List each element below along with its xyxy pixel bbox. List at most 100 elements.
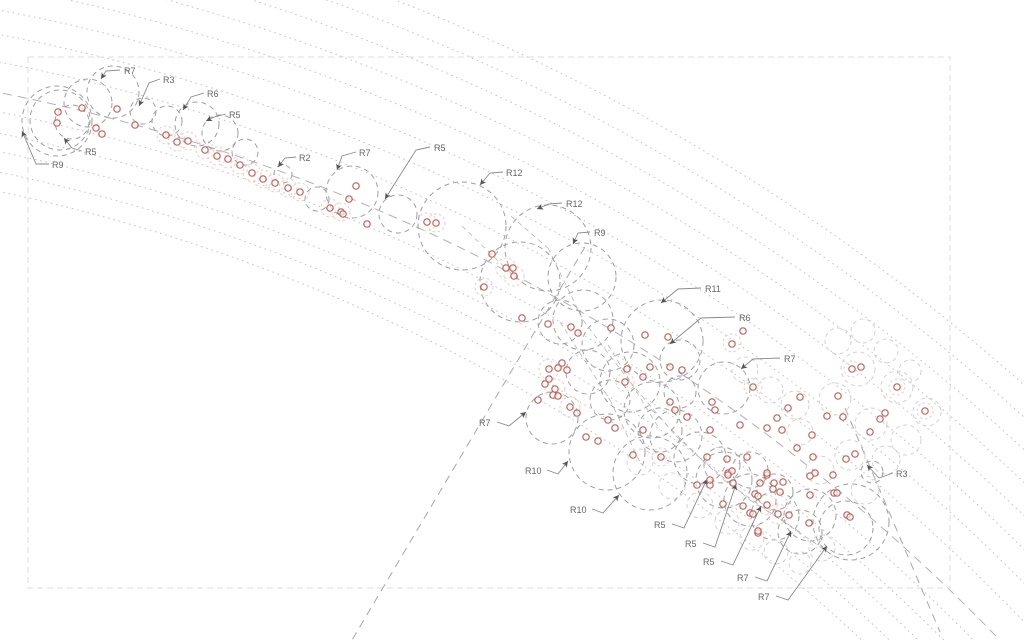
radius-circle (659, 339, 701, 381)
radius-circle (21, 85, 93, 157)
red-marker-dot (236, 161, 244, 169)
red-marker-dot (823, 412, 831, 420)
red-marker-dot (784, 404, 792, 412)
light-dashed-circle (686, 491, 714, 519)
radius-label: R5 (685, 539, 697, 549)
red-marker-dot (611, 424, 619, 432)
red-marker-dot (806, 491, 814, 499)
red-marker-dot (518, 314, 526, 322)
red-marker-dot (131, 121, 139, 129)
red-marker-dot (851, 450, 859, 458)
red-marker-dot (785, 511, 793, 519)
red-marker-dot (92, 124, 100, 132)
red-marker-dot (541, 380, 549, 388)
dashed-circle (565, 349, 611, 395)
radius-circle (525, 391, 579, 445)
halo-circle (426, 213, 446, 233)
leader-line (205, 113, 227, 122)
halo-circle (888, 378, 906, 396)
light-dashed-circle (850, 475, 880, 505)
dashed-circle (663, 375, 697, 409)
radius-circle (417, 181, 507, 271)
leader-line (384, 146, 431, 200)
radius-label: R5 (229, 110, 241, 120)
red-marker-dot (173, 138, 181, 146)
red-marker-dot (604, 416, 612, 424)
leader-line (100, 69, 121, 80)
halo-circle (559, 396, 581, 418)
light-dashed-circle (786, 418, 814, 446)
radius-label: R5 (85, 147, 97, 157)
red-marker-dot (664, 333, 672, 341)
halo-circle (615, 372, 635, 392)
red-marker-dot (558, 359, 566, 367)
red-marker-dot (563, 366, 571, 374)
leader-line (720, 505, 762, 566)
red-marker-dot (271, 179, 279, 187)
radius-label: R5 (434, 143, 446, 153)
dashed-circle (695, 451, 753, 509)
red-marker-dot (723, 455, 731, 463)
dashed-circle (812, 483, 890, 561)
red-marker-dot (876, 415, 884, 423)
radius-label: R12 (506, 168, 523, 178)
leader-line (572, 231, 591, 245)
centerline-arc (0, 92, 1001, 640)
light-dashed-circle (780, 390, 810, 420)
red-marker-dot (805, 519, 813, 527)
red-marker-dot (480, 283, 488, 291)
radius-circle (378, 194, 418, 234)
red-marker-dot (162, 131, 170, 139)
section-line (351, 246, 586, 640)
center-link (774, 515, 823, 549)
center-link (609, 399, 641, 463)
red-marker-dot (259, 175, 267, 183)
center-link (510, 215, 549, 249)
radius-label: R10 (570, 505, 587, 515)
radius-label: R7 (784, 354, 796, 364)
red-marker-dot (778, 426, 786, 434)
section-line (844, 407, 941, 633)
dashed-circle (637, 407, 683, 453)
dashed-circle (479, 241, 561, 323)
light-dashed-circle (890, 424, 922, 456)
halo-circle (651, 447, 671, 467)
red-marker-dot (773, 414, 781, 422)
leader-line (702, 483, 737, 548)
red-markers (53, 104, 929, 537)
red-marker-dot (363, 220, 371, 228)
red-marker-dot (534, 396, 542, 404)
radius-circle (54, 104, 90, 140)
radius-label: R11 (705, 284, 721, 294)
red-marker-dot (708, 398, 716, 406)
dashed-circle (29, 89, 91, 151)
red-marker-dot (573, 409, 581, 417)
halo-circle (743, 377, 763, 397)
halo-circle (474, 277, 494, 297)
red-marker-dot (763, 469, 771, 477)
radius-label: R9 (594, 228, 606, 238)
red-marker-dot (53, 119, 61, 127)
halo-circle (331, 202, 351, 222)
red-marker-dot (621, 378, 629, 386)
light-dashed-circle (873, 338, 899, 364)
center-link (629, 381, 677, 437)
red-marker-dot (693, 481, 701, 489)
center-link (547, 247, 584, 321)
red-marker-dot (666, 363, 674, 371)
red-marker-dot (842, 455, 850, 463)
dashed-circle (623, 381, 681, 439)
halo-circle (156, 125, 176, 145)
radius-label: R7 (479, 418, 491, 428)
red-marker-dot (201, 146, 209, 154)
red-marker-dot (296, 188, 304, 196)
leader-line (866, 464, 894, 479)
halo-circle (756, 494, 778, 516)
light-dashed-circle (912, 397, 942, 427)
red-marker-dot (770, 479, 778, 487)
red-marker-dot (808, 431, 816, 439)
dotted-arc (0, 191, 862, 640)
